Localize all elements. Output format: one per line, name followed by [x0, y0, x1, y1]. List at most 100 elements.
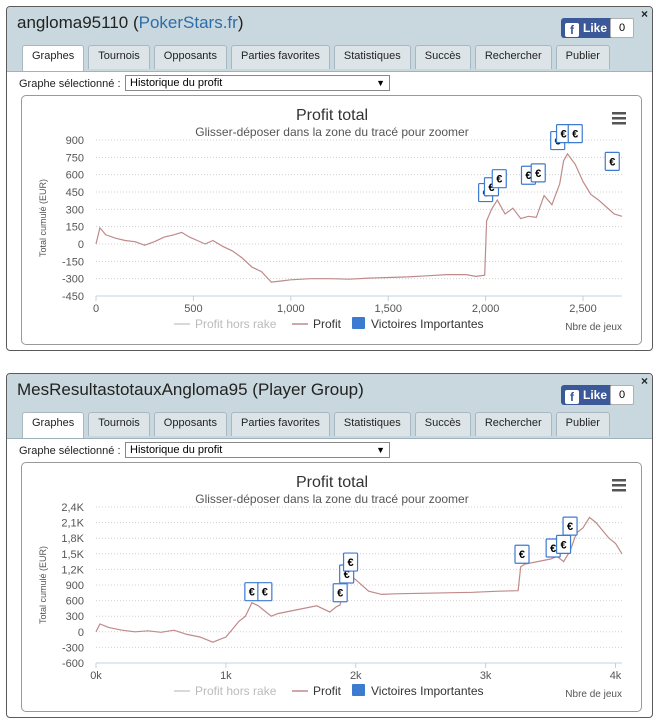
marker-box	[332, 583, 348, 603]
euro-icon: €	[560, 539, 566, 551]
caret-down-icon: ▼	[376, 445, 385, 455]
tab-bar: Graphes Tournois Opposants Parties favor…	[22, 412, 610, 438]
x-tick-label: 2k	[350, 670, 362, 682]
legend-label: Victoires Importantes	[371, 317, 484, 331]
chart-container[interactable]: Profit total Glisser-déposer dans la zone…	[21, 95, 642, 345]
like-count: 0	[610, 18, 634, 38]
like-label: Like	[582, 388, 607, 402]
y-axis-label: Total cumulé (EUR)	[38, 546, 48, 624]
victory-marker: €	[567, 124, 583, 144]
tab-opposants[interactable]: Opposants	[153, 45, 227, 69]
panel-header: angloma95110 (PokerStars.fr) f Like 0 × G…	[7, 7, 652, 72]
site-link[interactable]: PokerStars.fr	[138, 13, 238, 32]
graph-selector-label: Graphe sélectionné :	[19, 445, 121, 457]
graph-selector-label: Graphe sélectionné :	[19, 78, 121, 90]
tab-succes[interactable]: Succès	[414, 412, 471, 436]
victory-marker: €	[257, 582, 273, 602]
marker-box	[567, 124, 583, 144]
graph-select[interactable]: Historique du profit ▼	[125, 75, 390, 91]
victory-marker: €	[604, 151, 620, 171]
tab-tournois[interactable]: Tournois	[88, 45, 150, 69]
euro-icon: €	[525, 170, 531, 182]
y-tick-label: 600	[66, 170, 84, 182]
tab-parties-favorites[interactable]: Parties favorites	[230, 412, 330, 436]
euro-icon: €	[567, 521, 573, 533]
x-tick-label: 500	[184, 303, 202, 315]
profile-panel-2: MesResultastotauxAngloma95 (Player Group…	[6, 373, 653, 718]
tab-publier[interactable]: Publier	[555, 412, 610, 436]
series-profit-line	[95, 152, 623, 283]
menu-line	[612, 112, 626, 115]
legend-label: Profit	[313, 684, 342, 698]
chart-subtitle: Glisser-déposer dans la zone du tracé po…	[195, 125, 468, 139]
marker-box	[491, 169, 507, 189]
tab-graphes[interactable]: Graphes	[22, 45, 85, 71]
tab-rechercher[interactable]: Rechercher	[474, 45, 552, 69]
x-tick-label: 1,000	[277, 303, 305, 315]
y-tick-label: 900	[66, 135, 84, 147]
marker-box	[342, 552, 359, 572]
marker-box	[562, 516, 578, 536]
tab-bar: Graphes Tournois Opposants Parties favor…	[22, 45, 610, 71]
legend-label: Profit hors rake	[195, 684, 277, 698]
y-tick-label: 450	[66, 187, 84, 199]
tab-publier[interactable]: Publier	[555, 45, 610, 69]
victory-marker: €	[562, 516, 578, 536]
menu-line	[612, 489, 626, 492]
close-icon[interactable]: ×	[640, 7, 648, 21]
y-tick-label: 1,8K	[61, 533, 84, 545]
y-tick-label: 0	[78, 627, 84, 639]
victory-marker: €	[491, 169, 507, 189]
y-tick-label: -150	[62, 256, 84, 268]
panel-title: angloma95110 (PokerStars.fr)	[17, 13, 243, 33]
tab-statistiques[interactable]: Statistiques	[333, 45, 411, 69]
victory-marker: €	[244, 582, 260, 602]
graph-select-value: Historique du profit	[130, 77, 223, 89]
tab-opposants[interactable]: Opposants	[153, 412, 227, 436]
graph-select[interactable]: Historique du profit ▼	[125, 442, 390, 458]
facebook-icon: f	[564, 390, 579, 404]
tab-graphes[interactable]: Graphes	[22, 412, 85, 438]
victory-marker: €	[514, 544, 530, 564]
x-tick-label: 1,500	[374, 303, 402, 315]
chart-container[interactable]: Profit total Glisser-déposer dans la zone…	[21, 462, 642, 712]
tab-statistiques[interactable]: Statistiques	[333, 412, 411, 436]
menu-line	[612, 117, 626, 120]
panel-header: MesResultastotauxAngloma95 (Player Group…	[7, 374, 652, 439]
tab-succes[interactable]: Succès	[414, 45, 471, 69]
y-tick-label: -300	[62, 642, 84, 654]
euro-icon: €	[519, 549, 525, 561]
euro-icon: €	[496, 174, 502, 186]
title-end: )	[237, 13, 244, 32]
x-tick-label: 2,500	[569, 303, 597, 315]
hamburger-icon	[612, 479, 626, 492]
y-tick-label: 1,2K	[61, 564, 84, 576]
victory-marker: €	[530, 163, 546, 183]
facebook-like-button[interactable]: f Like	[560, 18, 614, 38]
euro-icon: €	[337, 588, 343, 600]
euro-icon: €	[344, 569, 350, 581]
menu-line	[612, 484, 626, 487]
marker-box	[604, 151, 620, 171]
tab-rechercher[interactable]: Rechercher	[474, 412, 552, 436]
x-axis-label: Nbre de jeux	[565, 689, 622, 700]
caret-down-icon: ▼	[376, 78, 385, 88]
marker-box	[257, 582, 273, 602]
y-tick-label: 1,5K	[61, 549, 84, 561]
facebook-like-button[interactable]: f Like	[560, 385, 614, 405]
victory-marker: €	[332, 583, 348, 603]
euro-icon: €	[535, 168, 541, 180]
victory-marker: €	[555, 534, 572, 554]
chart-title: Profit total	[296, 474, 368, 491]
legend-swatch-victories	[352, 684, 365, 696]
tab-parties-favorites[interactable]: Parties favorites	[230, 45, 330, 69]
legend-label: Profit hors rake	[195, 317, 277, 331]
euro-icon: €	[572, 129, 578, 141]
panel-title: MesResultastotauxAngloma95 (Player Group…	[17, 380, 364, 400]
tab-tournois[interactable]: Tournois	[88, 412, 150, 436]
close-icon[interactable]: ×	[640, 374, 648, 388]
chart-subtitle: Glisser-déposer dans la zone du tracé po…	[195, 492, 468, 506]
y-tick-label: 300	[66, 204, 84, 216]
